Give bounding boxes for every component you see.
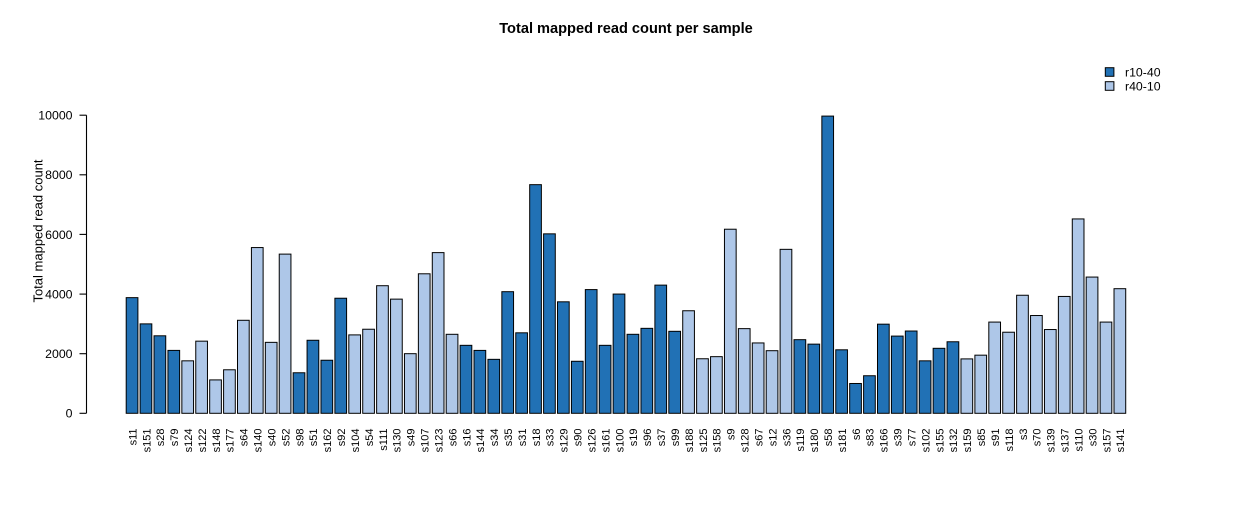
svg-text:s148: s148 bbox=[211, 429, 223, 453]
svg-text:s30: s30 bbox=[1087, 429, 1099, 447]
svg-text:0: 0 bbox=[66, 407, 73, 421]
svg-text:s157: s157 bbox=[1101, 429, 1113, 453]
svg-text:6000: 6000 bbox=[45, 228, 73, 242]
svg-text:s98: s98 bbox=[294, 429, 306, 447]
svg-text:s188: s188 bbox=[684, 429, 696, 453]
svg-text:s39: s39 bbox=[893, 429, 905, 447]
svg-text:s180: s180 bbox=[809, 429, 821, 453]
svg-text:s159: s159 bbox=[962, 429, 974, 453]
svg-text:s125: s125 bbox=[698, 429, 710, 453]
svg-text:s16: s16 bbox=[461, 429, 473, 447]
svg-text:s155: s155 bbox=[934, 429, 946, 453]
svg-text:s151: s151 bbox=[141, 429, 153, 453]
svg-text:s110: s110 bbox=[1073, 429, 1085, 452]
svg-text:s58: s58 bbox=[823, 429, 835, 447]
svg-text:s102: s102 bbox=[920, 429, 932, 453]
svg-text:s6: s6 bbox=[851, 429, 863, 441]
svg-text:s118: s118 bbox=[1004, 429, 1016, 452]
svg-text:s52: s52 bbox=[280, 429, 292, 447]
svg-text:r10-40: r10-40 bbox=[1125, 65, 1161, 79]
svg-text:s79: s79 bbox=[169, 429, 181, 447]
svg-text:r40-10: r40-10 bbox=[1125, 79, 1161, 93]
svg-text:s119: s119 bbox=[795, 429, 807, 452]
svg-text:s132: s132 bbox=[948, 429, 960, 453]
svg-text:4000: 4000 bbox=[45, 288, 73, 302]
svg-text:s66: s66 bbox=[447, 429, 459, 447]
svg-text:s90: s90 bbox=[573, 429, 585, 447]
svg-text:s158: s158 bbox=[712, 429, 724, 453]
svg-text:s104: s104 bbox=[350, 429, 362, 453]
svg-text:s111: s111 bbox=[378, 429, 390, 451]
svg-text:s126: s126 bbox=[586, 429, 598, 453]
svg-text:s124: s124 bbox=[183, 429, 195, 453]
svg-text:s34: s34 bbox=[489, 429, 501, 447]
svg-text:s128: s128 bbox=[740, 429, 752, 453]
svg-text:s18: s18 bbox=[531, 429, 543, 447]
svg-text:s77: s77 bbox=[906, 429, 918, 447]
svg-text:8000: 8000 bbox=[45, 168, 73, 182]
svg-text:s19: s19 bbox=[628, 429, 640, 447]
svg-text:s130: s130 bbox=[392, 429, 404, 453]
svg-text:s162: s162 bbox=[322, 429, 334, 453]
svg-text:s141: s141 bbox=[1115, 429, 1127, 453]
svg-text:s140: s140 bbox=[253, 429, 265, 453]
svg-text:s64: s64 bbox=[239, 429, 251, 447]
svg-text:s12: s12 bbox=[767, 429, 779, 447]
svg-text:s177: s177 bbox=[225, 429, 237, 453]
svg-text:s11: s11 bbox=[127, 429, 139, 446]
svg-text:s67: s67 bbox=[753, 429, 765, 447]
svg-text:s129: s129 bbox=[559, 429, 571, 453]
svg-text:s107: s107 bbox=[420, 429, 432, 453]
svg-text:s28: s28 bbox=[155, 429, 167, 447]
svg-text:s96: s96 bbox=[642, 429, 654, 447]
svg-text:s49: s49 bbox=[406, 429, 418, 447]
svg-text:s33: s33 bbox=[545, 429, 557, 447]
svg-text:s3: s3 bbox=[1018, 429, 1030, 441]
svg-text:s99: s99 bbox=[670, 429, 682, 447]
svg-text:s9: s9 bbox=[726, 429, 738, 441]
svg-text:s100: s100 bbox=[614, 429, 626, 453]
svg-text:2000: 2000 bbox=[45, 347, 73, 361]
svg-text:s139: s139 bbox=[1046, 429, 1058, 453]
svg-text:s54: s54 bbox=[364, 429, 376, 447]
svg-text:s85: s85 bbox=[976, 429, 988, 447]
svg-text:s166: s166 bbox=[879, 429, 891, 453]
svg-text:s137: s137 bbox=[1060, 429, 1072, 453]
svg-text:s36: s36 bbox=[781, 429, 793, 447]
svg-text:s91: s91 bbox=[990, 429, 1002, 447]
svg-text:s31: s31 bbox=[517, 429, 529, 447]
svg-text:Total mapped read count per sa: Total mapped read count per sample bbox=[499, 21, 753, 37]
svg-text:s92: s92 bbox=[336, 429, 348, 447]
svg-text:s181: s181 bbox=[837, 429, 849, 453]
svg-text:s144: s144 bbox=[475, 429, 487, 453]
svg-text:s122: s122 bbox=[197, 429, 209, 453]
svg-text:s37: s37 bbox=[656, 429, 668, 447]
svg-text:10000: 10000 bbox=[38, 109, 72, 123]
svg-text:s40: s40 bbox=[266, 429, 278, 447]
svg-text:s35: s35 bbox=[503, 429, 515, 447]
svg-text:s83: s83 bbox=[865, 429, 877, 447]
svg-text:Total mapped read count: Total mapped read count bbox=[31, 159, 46, 302]
svg-text:s161: s161 bbox=[600, 429, 612, 453]
svg-text:s51: s51 bbox=[308, 429, 320, 447]
svg-text:s123: s123 bbox=[433, 429, 445, 453]
svg-text:s70: s70 bbox=[1032, 429, 1044, 447]
